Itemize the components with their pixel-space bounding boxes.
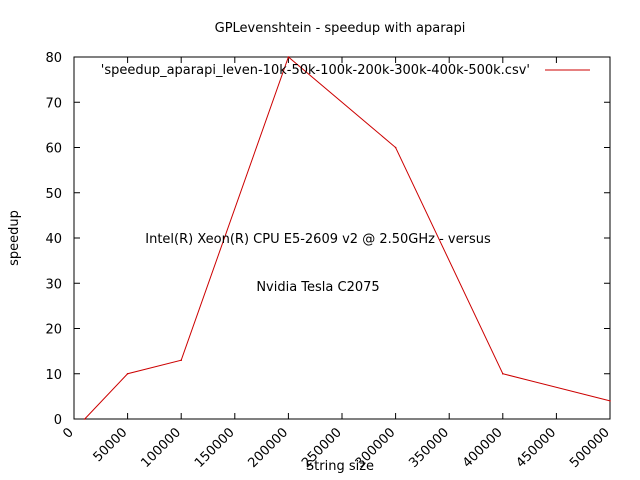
series-layer [83, 56, 611, 420]
x-tick-label: 150000 [192, 425, 238, 471]
y-axis-label: speedup [7, 210, 22, 266]
y-tick-label: 40 [45, 232, 62, 247]
y-tick-label: 70 [45, 96, 62, 111]
x-tick-label: 100000 [138, 425, 184, 471]
data-point [287, 56, 290, 58]
annotation-gpu: Nvidia Tesla C2075 [256, 280, 379, 295]
y-tick-label: 20 [45, 323, 62, 338]
data-point [502, 372, 504, 375]
y-tick-label: 50 [45, 187, 62, 202]
x-tick-label: 400000 [460, 425, 506, 471]
x-tick-label: 350000 [406, 425, 452, 471]
y-tick-label: 0 [54, 413, 62, 428]
x-tick-label: 200000 [246, 425, 292, 471]
chart-title: GPLevenshtein - speedup with aparapi [215, 21, 466, 36]
data-point [394, 146, 397, 149]
x-tick-label: 50000 [91, 425, 131, 465]
x-tick-label: 500000 [567, 425, 613, 471]
y-axis: 0 10 20 30 40 50 60 70 80 [45, 51, 610, 428]
y-tick-label: 80 [45, 51, 62, 66]
legend-label: 'speedup_aparapi_leven-10k-50k-100k-200k… [101, 63, 530, 78]
y-tick-label: 30 [45, 277, 62, 292]
x-tick-label: 0 [60, 425, 76, 441]
x-axis-label: String size [306, 459, 374, 474]
y-tick-label: 10 [45, 368, 62, 383]
data-point [609, 400, 611, 402]
data-point [180, 359, 182, 361]
data-point [83, 418, 86, 420]
x-tick-label: 450000 [514, 425, 560, 471]
x-axis: 0 50000 100000 150000 200000 250000 300000 3500… [60, 57, 613, 471]
y-tick-label: 60 [45, 142, 62, 157]
data-point [126, 372, 129, 375]
annotation-cpu: Intel(R) Xeon(R) CPU E5-2609 v2 @ 2.50GH… [145, 232, 491, 247]
